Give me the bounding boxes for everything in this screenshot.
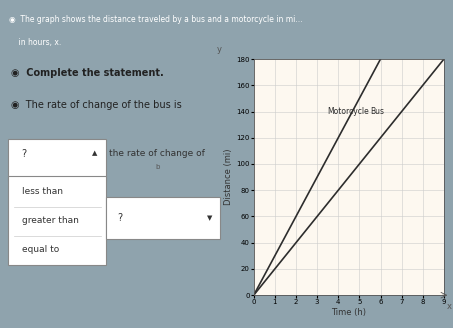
Text: b: b	[155, 164, 159, 170]
FancyBboxPatch shape	[8, 139, 106, 181]
FancyBboxPatch shape	[8, 176, 106, 265]
Text: the rate of change of: the rate of change of	[109, 149, 205, 158]
Text: equal to: equal to	[22, 245, 59, 254]
FancyBboxPatch shape	[106, 197, 220, 239]
Text: y: y	[217, 45, 222, 54]
Text: less than: less than	[22, 187, 63, 196]
Text: ?: ?	[117, 213, 122, 223]
Text: ?: ?	[22, 149, 27, 158]
Text: x: x	[447, 302, 452, 311]
Text: Bus: Bus	[370, 107, 384, 116]
Text: in hours, x.: in hours, x.	[9, 38, 61, 47]
Text: ◉  Complete the statement.: ◉ Complete the statement.	[11, 68, 164, 78]
Text: ▼: ▼	[207, 215, 212, 221]
Text: greater than: greater than	[22, 216, 79, 225]
Text: ◉  The graph shows the distance traveled by a bus and a motorcycle in mi...: ◉ The graph shows the distance traveled …	[9, 15, 303, 24]
Text: Motorcycle: Motorcycle	[328, 107, 369, 116]
X-axis label: Time (h): Time (h)	[331, 308, 366, 317]
Y-axis label: Distance (mi): Distance (mi)	[224, 149, 233, 205]
Text: ◉  The rate of change of the bus is: ◉ The rate of change of the bus is	[11, 100, 182, 110]
Text: ▲: ▲	[92, 151, 98, 156]
